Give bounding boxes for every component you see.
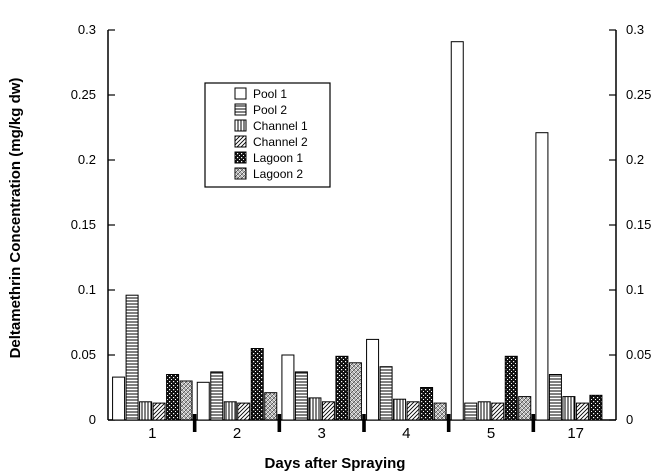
bar-pool-2-day-3 bbox=[294, 371, 308, 421]
left-y-tick-label: 0 bbox=[89, 412, 96, 427]
left-y-tick-label: 0.05 bbox=[71, 347, 96, 362]
group-separator bbox=[192, 414, 197, 432]
right-y-tick-label: 0.3 bbox=[626, 22, 644, 37]
bar-pool-2-day-1 bbox=[125, 294, 139, 421]
bar-lagoon-1-day-5 bbox=[504, 355, 518, 421]
x-category-label: 4 bbox=[402, 425, 410, 442]
bar-lagoon-2-day-4 bbox=[433, 402, 447, 421]
bar-pool-1-day-5 bbox=[450, 41, 464, 421]
bar-lagoon-1-day-1 bbox=[166, 374, 180, 421]
bar-channel-2-day-1 bbox=[152, 402, 166, 421]
legend-swatch-pool-2 bbox=[234, 103, 247, 116]
legend-swatch-lagoon-2 bbox=[234, 167, 247, 180]
x-category-label: 1 bbox=[148, 425, 156, 442]
group-separator bbox=[277, 414, 282, 432]
legend-label-channel-1: Channel 1 bbox=[253, 119, 308, 133]
bar-channel-2-day-4 bbox=[406, 401, 420, 421]
left-y-tick-label: 0.2 bbox=[78, 152, 96, 167]
bar-channel-2-day-17 bbox=[575, 402, 589, 421]
legend-swatch-channel-2 bbox=[234, 135, 247, 148]
bar-pool-2-day-17 bbox=[548, 374, 562, 421]
x-category-label: 5 bbox=[487, 425, 495, 442]
axes bbox=[107, 29, 617, 432]
legend-swatch-lagoon-1 bbox=[234, 151, 247, 164]
left-y-tick-label: 0.25 bbox=[71, 87, 96, 102]
bar-lagoon-1-day-2 bbox=[250, 348, 264, 421]
bar-pool-1-day-1 bbox=[112, 376, 126, 421]
right-y-tick-label: 0 bbox=[626, 412, 633, 427]
legend-swatch-channel-1 bbox=[234, 119, 247, 132]
bar-pool-1-day-2 bbox=[196, 381, 210, 421]
legend: Pool 1 Pool 2 Channel 1 Channel 2 Lagoon 1 La… bbox=[204, 82, 331, 188]
legend-label-lagoon-2: Lagoon 2 bbox=[253, 167, 303, 181]
bar-channel-2-day-3 bbox=[321, 401, 335, 421]
x-axis-title: Days after Spraying bbox=[265, 455, 406, 472]
legend-swatch-pool-1 bbox=[234, 87, 247, 100]
group-separator bbox=[531, 414, 536, 432]
bar-lagoon-2-day-3 bbox=[348, 362, 362, 421]
bar-pool-1-day-4 bbox=[366, 338, 380, 421]
bar-channel-1-day-3 bbox=[308, 397, 322, 421]
legend-box bbox=[204, 82, 331, 188]
right-y-tick-label: 0.1 bbox=[626, 282, 644, 297]
x-category-label: 2 bbox=[233, 425, 241, 442]
left-y-tick-label: 0.1 bbox=[78, 282, 96, 297]
bar-channel-1-day-2 bbox=[223, 401, 237, 421]
bar-lagoon-1-day-17 bbox=[589, 394, 603, 421]
legend-label-lagoon-1: Lagoon 1 bbox=[253, 151, 303, 165]
bar-pool-1-day-3 bbox=[281, 354, 295, 421]
bar-lagoon-2-day-2 bbox=[264, 392, 278, 421]
bar-pool-2-day-5 bbox=[464, 402, 478, 421]
bar-channel-2-day-2 bbox=[237, 402, 251, 421]
bar-channel-1-day-4 bbox=[393, 398, 407, 421]
right-y-tick-label: 0.05 bbox=[626, 347, 651, 362]
left-y-tick-label: 0.3 bbox=[78, 22, 96, 37]
bar-channel-1-day-17 bbox=[562, 396, 576, 421]
right-y-tick-label: 0.25 bbox=[626, 87, 651, 102]
legend-label-pool-1: Pool 1 bbox=[253, 87, 287, 101]
bar-lagoon-1-day-4 bbox=[420, 387, 434, 421]
bar-channel-2-day-5 bbox=[491, 402, 505, 421]
bar-lagoon-2-day-1 bbox=[179, 380, 193, 421]
bar-pool-2-day-4 bbox=[379, 366, 393, 421]
y-axis-title: Deltamethrin Concentration (mg/kg dw) bbox=[7, 78, 24, 359]
right-y-tick-label: 0.15 bbox=[626, 217, 651, 232]
group-separator bbox=[362, 414, 366, 432]
bar-pool-1-day-17 bbox=[535, 132, 549, 421]
right-y-tick-label: 0.2 bbox=[626, 152, 644, 167]
tick-labels: 0 0.05 0.1 0.15 0.2 0.25 0.3 0 0.05 0.1 0.15 0.2 0.2… bbox=[71, 22, 652, 442]
x-category-label: 17 bbox=[567, 425, 584, 442]
legend-label-pool-2: Pool 2 bbox=[253, 103, 287, 117]
bar-channel-1-day-5 bbox=[477, 401, 491, 421]
bar-pool-2-day-2 bbox=[210, 371, 224, 421]
group-separator bbox=[446, 414, 451, 432]
bar-channel-1-day-1 bbox=[139, 401, 153, 421]
bar-lagoon-2-day-5 bbox=[518, 396, 532, 421]
left-y-tick-label: 0.15 bbox=[71, 217, 96, 232]
bars bbox=[112, 41, 603, 421]
legend-label-channel-2: Channel 2 bbox=[253, 135, 308, 149]
x-category-label: 3 bbox=[317, 425, 325, 442]
bar-lagoon-1-day-3 bbox=[335, 355, 349, 421]
